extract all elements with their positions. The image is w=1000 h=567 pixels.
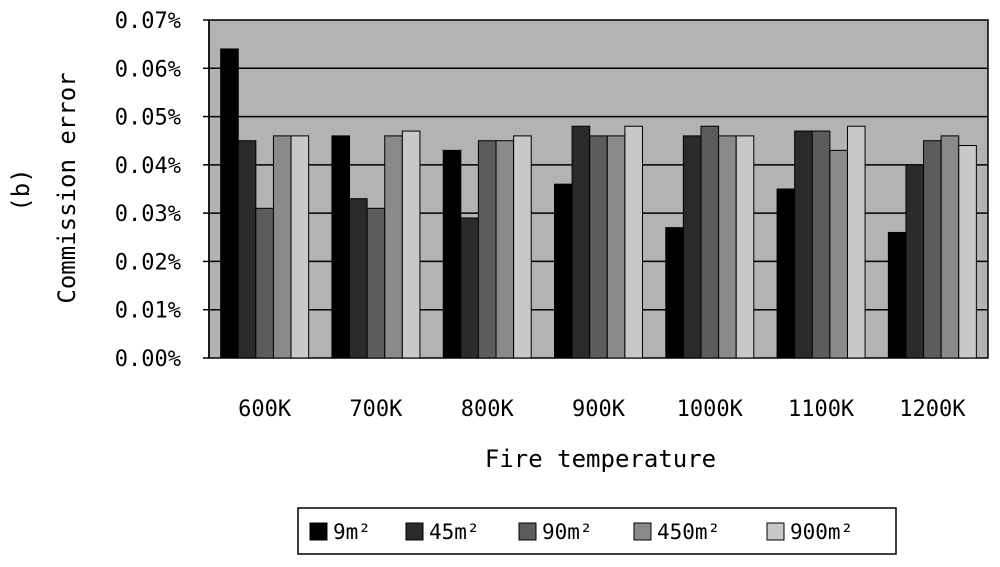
bar (700, 125, 720, 359)
x-tick-label: 1200K (899, 397, 966, 422)
bar (349, 198, 368, 359)
bar (477, 140, 497, 359)
x-tick-label: 1000K (677, 397, 744, 422)
bar (272, 135, 292, 359)
bar (442, 149, 462, 359)
bar (829, 149, 848, 359)
bar (624, 125, 644, 359)
y-axis-ticks: 0.00% 0.01% 0.02% 0.03% 0.04% 0.05% 0.06% 0.07% (115, 9, 209, 372)
bar (237, 140, 257, 359)
bar (682, 135, 702, 359)
bar (255, 207, 274, 359)
bar (460, 217, 479, 359)
bar (331, 135, 351, 359)
bar (735, 135, 755, 359)
bar (940, 135, 960, 359)
bar (958, 145, 977, 359)
bar (220, 48, 239, 359)
legend-label: 45m² (429, 520, 480, 544)
bar (718, 135, 737, 359)
legend: 9m² 45m² 90m² 450m² 900m² (297, 507, 897, 555)
bar (554, 183, 573, 359)
y-tick-label: 0.06% (115, 57, 181, 82)
y-tick-label: 0.03% (115, 202, 181, 227)
bar (384, 135, 403, 359)
x-tick-label: 800K (461, 397, 515, 422)
bar (571, 125, 591, 359)
y-axis-title: Commission error (53, 72, 81, 303)
y-tick-label: 0.05% (115, 106, 181, 131)
bar (513, 135, 532, 359)
bar (811, 130, 831, 359)
legend-label: 450m² (657, 520, 720, 544)
bar (923, 140, 942, 359)
legend-label: 900m² (790, 520, 853, 544)
x-tick-label: 700K (349, 397, 403, 422)
legend-swatch (518, 522, 537, 541)
panel-label: (b) (7, 168, 35, 211)
bar (905, 164, 925, 359)
x-axis-title: Fire temperature (485, 445, 716, 473)
legend-swatch (309, 522, 328, 541)
bar (887, 231, 907, 359)
bar (401, 130, 421, 359)
x-tick-label: 900K (572, 397, 626, 422)
bar (290, 135, 310, 359)
legend-swatch (405, 522, 424, 541)
legend-label: 90m² (542, 520, 593, 544)
legend-swatch (766, 522, 785, 541)
bar (606, 135, 626, 359)
bar (776, 188, 796, 359)
bar (665, 227, 684, 359)
bar (846, 125, 866, 359)
x-tick-label: 600K (238, 397, 292, 422)
y-tick-label: 0.04% (115, 154, 181, 179)
y-tick-label: 0.00% (115, 347, 181, 372)
x-tick-label: 1100K (788, 397, 855, 422)
x-axis-ticks: 600K 700K 800K 900K 1000K 1100K 1200K (238, 397, 966, 422)
y-tick-label: 0.07% (115, 9, 181, 34)
legend-box (297, 507, 897, 555)
legend-swatch (633, 522, 652, 541)
bar (794, 130, 813, 359)
legend-label: 9m² (333, 520, 371, 544)
bar (366, 207, 386, 359)
bar (495, 140, 515, 359)
y-tick-label: 0.02% (115, 250, 181, 275)
bar (589, 135, 608, 359)
y-tick-label: 0.01% (115, 299, 181, 324)
bars (220, 48, 977, 359)
